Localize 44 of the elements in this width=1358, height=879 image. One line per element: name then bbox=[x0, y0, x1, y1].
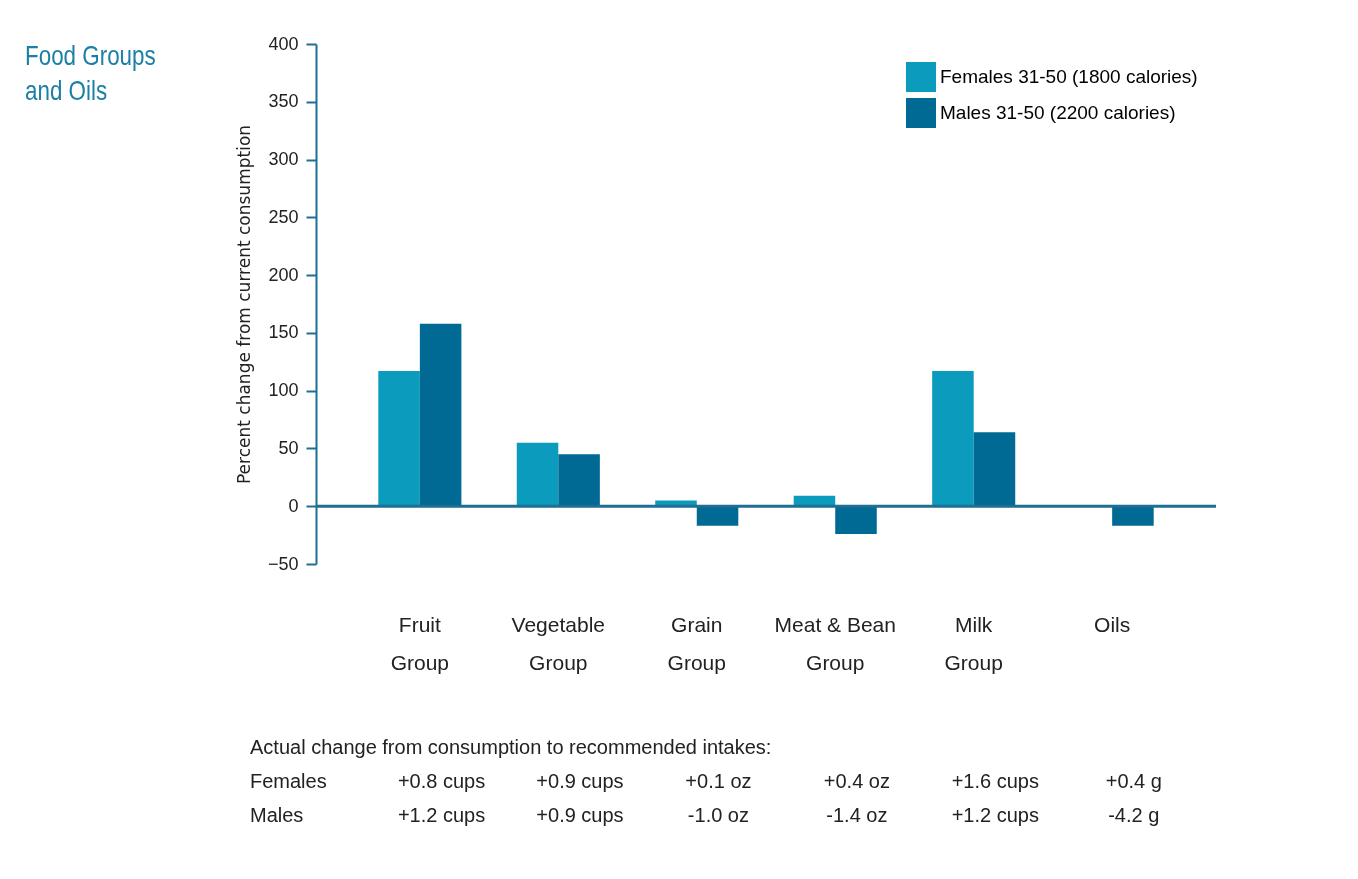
x-tick-label: Fruit Group bbox=[390, 612, 450, 674]
bar bbox=[835, 506, 877, 534]
y-tick-label: 50 bbox=[278, 437, 299, 458]
bar bbox=[378, 371, 420, 507]
text: Females bbox=[250, 769, 328, 793]
text: -4.2 g bbox=[1107, 803, 1161, 827]
x-tick-label: Vegetable Group bbox=[511, 612, 606, 674]
text: +0.4 oz bbox=[822, 769, 891, 793]
text: -1.4 oz bbox=[825, 803, 889, 827]
bar bbox=[932, 371, 974, 507]
y-tick-label: 100 bbox=[268, 380, 299, 401]
text: Food Groups and Oils bbox=[25, 39, 157, 108]
bar bbox=[516, 442, 559, 507]
x-tick-label: Oils bbox=[1094, 612, 1131, 636]
bar bbox=[558, 454, 600, 507]
text: +0.4 g bbox=[1104, 769, 1163, 793]
text: +0.9 cups bbox=[535, 803, 625, 827]
text: +0.9 cups bbox=[535, 769, 625, 793]
text: +1.2 cups bbox=[396, 803, 487, 827]
bar bbox=[696, 506, 739, 526]
y-tick-label: 150 bbox=[268, 322, 299, 343]
legend-label: Females 31-50 (1800 calories) bbox=[940, 66, 1198, 87]
text: +0.1 oz bbox=[684, 769, 753, 793]
y-axis-title: Percent change from current consumption bbox=[233, 124, 254, 485]
y-tick-label: −50 bbox=[267, 553, 299, 574]
x-tick-label: Grain Group bbox=[667, 612, 726, 674]
y-tick-label: 350 bbox=[268, 91, 299, 112]
text: +1.2 cups bbox=[950, 803, 1040, 827]
bar bbox=[1112, 506, 1154, 526]
text: -1.0 oz bbox=[686, 803, 750, 827]
text: +1.6 cups bbox=[950, 769, 1040, 793]
text: +0.8 cups bbox=[396, 769, 487, 793]
bar bbox=[973, 432, 1016, 507]
legend-label: Males 31-50 (2200 calories) bbox=[940, 102, 1176, 123]
bar bbox=[419, 323, 462, 507]
x-tick-label: Meat & Bean Group bbox=[774, 612, 896, 674]
y-tick-label: 250 bbox=[268, 206, 299, 227]
y-tick-label: 0 bbox=[288, 495, 299, 516]
y-tick-label: 300 bbox=[268, 149, 299, 170]
text: Actual change from consumption to recommended intakes: bbox=[250, 735, 772, 759]
text: Males bbox=[250, 803, 305, 827]
y-tick-label: 400 bbox=[268, 33, 299, 54]
y-tick-label: 200 bbox=[268, 264, 299, 285]
x-tick-label: Milk Group bbox=[944, 612, 1003, 674]
